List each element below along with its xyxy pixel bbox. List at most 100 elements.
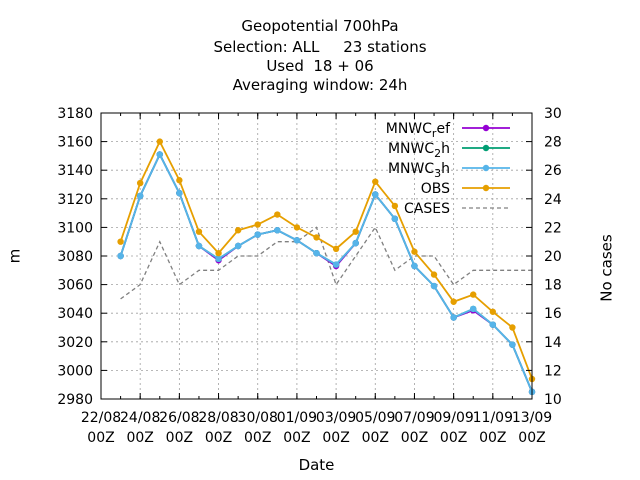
data-point <box>411 262 418 270</box>
series-obs <box>117 138 536 383</box>
data-point <box>195 228 203 235</box>
y2-tick-label: 16 <box>544 306 562 322</box>
y2-tick-label: 30 <box>544 106 562 122</box>
data-point <box>254 221 261 228</box>
data-point <box>411 248 418 255</box>
data-point <box>430 271 438 278</box>
y2-tick-label: 22 <box>544 220 562 236</box>
data-point <box>509 324 516 331</box>
series-layer <box>117 138 536 396</box>
x-tick-label-hour: 00Z <box>166 430 193 446</box>
series-cases <box>120 226 532 300</box>
x-axis-label: Date <box>299 456 335 474</box>
x-tick-label-hour: 00Z <box>205 430 232 446</box>
x-tick-label-date: 22/08 <box>81 410 121 426</box>
y2-tick-label: 18 <box>544 278 562 294</box>
x-tick-label-date: 28/08 <box>198 410 238 426</box>
data-point <box>352 228 359 235</box>
x-tick-label-hour: 00Z <box>283 430 310 446</box>
x-tick-label-date: 09/09 <box>433 410 473 426</box>
data-point <box>293 224 301 231</box>
y2-tick-label: 20 <box>544 249 562 265</box>
data-point <box>332 261 340 268</box>
data-point <box>450 298 457 305</box>
legend-label: OBS <box>421 181 450 197</box>
y-tick-label: 3100 <box>57 220 93 236</box>
x-tick-label-date: 07/09 <box>394 410 434 426</box>
chart-subtitle-window: Averaging window: 24h <box>232 76 408 94</box>
data-point <box>489 321 497 328</box>
x-tick-label-hour: 00Z <box>126 430 153 446</box>
data-point <box>156 138 163 145</box>
x-tick-label-date: 26/08 <box>159 410 199 426</box>
tick-labels: 2980300030203040306030803100312031403160… <box>57 106 562 446</box>
data-point <box>352 239 359 247</box>
data-point <box>176 189 183 197</box>
data-point <box>234 242 242 250</box>
y2-tick-label: 24 <box>544 192 562 208</box>
y2-tick-label: 14 <box>544 335 562 351</box>
x-tick-label-date: 30/08 <box>238 410 278 426</box>
data-point <box>470 305 477 313</box>
legend-marker <box>482 144 490 152</box>
x-tick-label-date: 05/09 <box>355 410 395 426</box>
x-tick-label-date: 03/09 <box>316 410 356 426</box>
data-point <box>136 192 144 200</box>
y-axis-label: m <box>6 249 24 264</box>
legend-marker <box>482 124 490 132</box>
y-tick-label: 2980 <box>57 392 93 408</box>
y-tick-label: 3180 <box>57 106 93 122</box>
x-tick-label-hour: 00Z <box>322 430 349 446</box>
series-line <box>119 152 533 393</box>
chart-subtitle-used: Used 18 + 06 <box>266 57 374 75</box>
data-point <box>215 255 222 263</box>
data-point <box>274 227 281 234</box>
data-point <box>391 215 399 223</box>
y-tick-label: 3040 <box>57 306 93 322</box>
data-point <box>156 151 163 158</box>
data-point <box>313 234 320 241</box>
y-tick-label: 3120 <box>57 192 93 208</box>
y-tick-label: 3140 <box>57 163 93 179</box>
data-point <box>293 237 301 244</box>
x-tick-label-hour: 00Z <box>518 430 545 446</box>
data-point <box>234 227 242 234</box>
y2-tick-label: 26 <box>544 163 562 179</box>
legend-label: MNWC3h <box>388 161 450 180</box>
data-point <box>430 282 438 290</box>
data-point <box>195 242 203 250</box>
y-tick-label: 3160 <box>57 135 93 151</box>
legend-marker <box>482 184 490 192</box>
y-tick-label: 3020 <box>57 335 93 351</box>
data-point <box>117 238 124 245</box>
data-point <box>332 245 340 253</box>
data-point <box>274 211 281 218</box>
data-point <box>391 202 399 210</box>
data-point <box>176 177 183 184</box>
data-point <box>117 252 124 260</box>
data-point <box>254 231 261 238</box>
x-tick-label-date: 13/09 <box>512 410 552 426</box>
x-tick-label-hour: 00Z <box>440 430 467 446</box>
x-tick-label-date: 11/09 <box>473 410 513 426</box>
y2-tick-label: 12 <box>544 363 562 379</box>
data-point <box>509 341 516 348</box>
x-tick-label-hour: 00Z <box>362 430 389 446</box>
legend-label: MNWCref <box>386 121 451 140</box>
x-tick-label-hour: 00Z <box>87 430 114 446</box>
chart-title: Geopotential 700hPa <box>241 17 399 35</box>
data-point <box>470 291 477 298</box>
legend-label: CASES <box>404 201 450 217</box>
x-tick-label-hour: 00Z <box>479 430 506 446</box>
y2-tick-label: 28 <box>544 135 562 151</box>
data-point <box>489 308 497 315</box>
y-tick-label: 3080 <box>57 249 93 265</box>
x-tick-label-hour: 00Z <box>401 430 428 446</box>
series-line <box>120 226 532 300</box>
data-point <box>215 249 222 257</box>
y2-axis-label: No cases <box>598 234 616 302</box>
data-point <box>450 314 457 321</box>
